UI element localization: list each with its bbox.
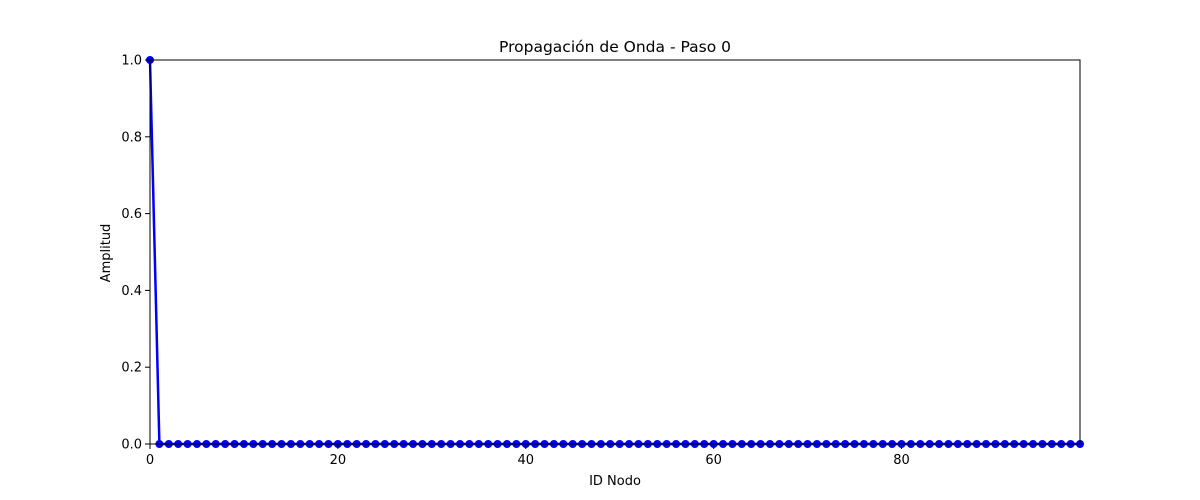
y-axis-label: Amplitud	[99, 224, 114, 283]
x-tick-label: 0	[146, 453, 154, 468]
y-tick-label: 0.0	[121, 438, 142, 453]
axes-frame	[149, 59, 1081, 445]
chart-title: Propagación de Onda - Paso 0	[499, 38, 731, 56]
y-tick-label: 0.8	[121, 130, 142, 145]
x-tick-label: 60	[705, 453, 722, 468]
x-tick-label: 40	[517, 453, 534, 468]
y-tick-label: 0.2	[121, 361, 142, 376]
y-tick-label: 0.6	[121, 207, 142, 222]
x-tick-label: 20	[330, 453, 347, 468]
y-tick-label: 1.0	[121, 54, 142, 69]
x-axis-label: ID Nodo	[589, 474, 641, 489]
axes: 0 20 40 60 80 0.0 0.2 0.4 0.6 0.8 1.0	[121, 54, 1081, 468]
x-tick-label: 80	[893, 453, 910, 468]
y-tick-label: 0.4	[121, 284, 142, 299]
